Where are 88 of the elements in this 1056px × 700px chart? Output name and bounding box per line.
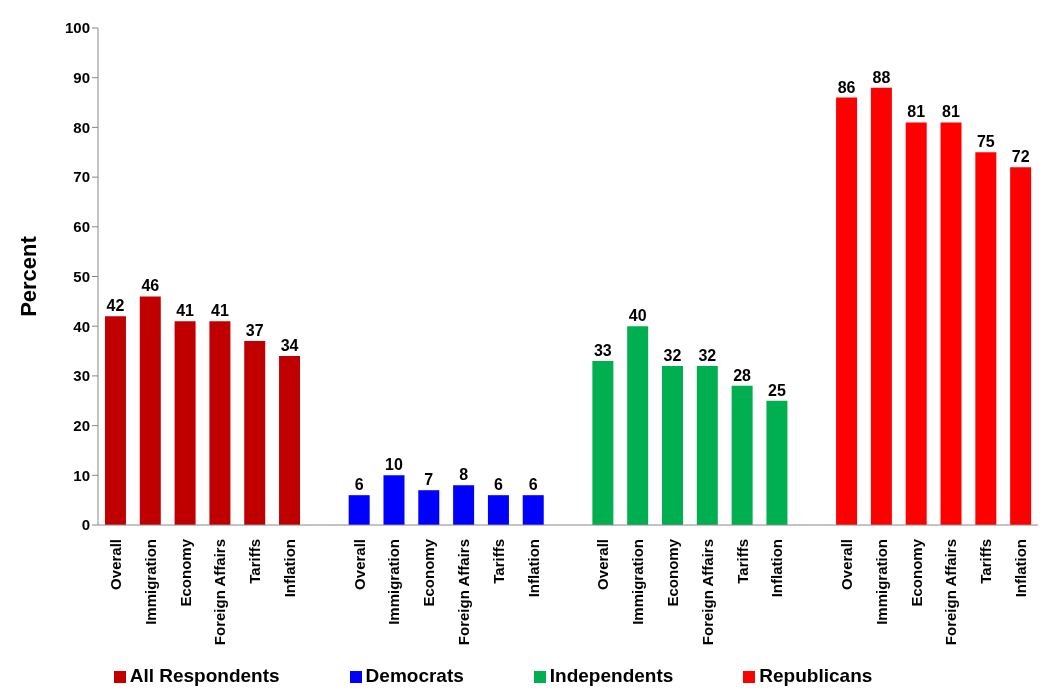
bar [209,321,231,525]
y-tick-label: 100 [64,19,90,37]
x-tick-label: Inflation [280,539,298,598]
data-label: 10 [385,456,403,474]
x-tick-label: Immigration [141,539,159,625]
bar [418,490,440,525]
x-tick-label: Foreign Affairs [455,539,473,646]
y-tick-label: 50 [73,267,90,285]
bar [174,321,196,525]
x-tick-label: Inflation [1012,539,1030,598]
data-label: 41 [176,302,195,320]
bar [453,485,475,525]
y-tick-label: 60 [73,218,90,236]
y-tick-label: 80 [73,118,90,136]
data-label: 40 [628,307,647,325]
x-tick-label: Tariffs [489,539,507,584]
y-tick-label: 40 [73,317,90,335]
data-label: 32 [663,346,682,364]
data-label: 8 [459,466,469,484]
bar [522,495,544,525]
x-tick-label: Overall [106,539,124,590]
bar [836,97,858,525]
y-tick-label: 20 [73,416,90,434]
bar [940,122,962,525]
x-tick-label: Overall [838,539,856,590]
y-tick-label: 0 [81,516,90,534]
bar [348,495,370,525]
x-tick-label: Economy [907,538,925,607]
data-label: 88 [872,68,891,86]
bar [731,385,753,525]
bar [279,356,301,525]
x-tick-label: Inflation [768,539,786,598]
data-label: 37 [245,322,264,340]
y-tick-label: 70 [73,168,90,186]
data-label: 32 [698,346,717,364]
x-tick-label: Foreign Affairs [942,539,960,646]
bar [592,360,614,525]
data-label: 81 [907,103,926,121]
y-tick-label: 90 [73,69,90,87]
bar [662,365,683,525]
data-label: 81 [942,103,961,121]
bar [870,87,892,525]
data-label: 6 [354,476,364,494]
x-tick-label: Immigration [629,539,647,625]
bar [766,400,788,525]
data-label: 33 [593,341,612,359]
x-tick-label: Immigration [872,539,890,625]
data-label: 28 [733,366,752,384]
data-label: 72 [1011,148,1030,166]
x-tick-label: Tariffs [246,539,264,584]
x-tick-label: Economy [420,538,438,607]
legend-label: Democrats [365,665,464,686]
y-tick-label: 10 [73,466,90,484]
data-label: 7 [424,471,434,489]
x-tick-label: Overall [350,539,368,590]
data-label: 41 [211,302,229,320]
bar [627,326,649,525]
bar [244,341,266,525]
x-tick-label: Economy [176,538,194,607]
legend-label: All Respondents [129,665,280,686]
bar [1010,167,1032,525]
data-label: 6 [493,476,503,494]
bar [696,365,718,525]
x-tick-label: Tariffs [977,539,995,584]
bar [487,495,509,525]
data-label: 86 [837,78,856,96]
bar [139,296,161,525]
x-tick-label: Economy [663,538,681,607]
y-tick-label: 30 [73,367,90,385]
data-label: 46 [141,277,160,295]
x-tick-label: Foreign Affairs [211,539,229,646]
data-label: 75 [976,133,995,151]
data-label: 42 [106,297,125,315]
legend-label: Republicans [759,665,873,686]
x-tick-label: Overall [594,539,612,590]
bar [104,316,126,525]
x-tick-label: Foreign Affairs [698,539,716,646]
x-tick-label: Inflation [524,539,542,598]
data-label: 25 [768,381,786,399]
data-label: 6 [528,476,538,494]
x-tick-label: Immigration [385,539,403,625]
bar [905,122,927,525]
bar [383,475,405,525]
legend-label: Independents [549,665,674,686]
data-label: 34 [280,337,299,355]
x-tick-label: Tariffs [733,539,751,584]
y-axis-title: Percent [15,235,41,317]
bar [975,152,997,525]
